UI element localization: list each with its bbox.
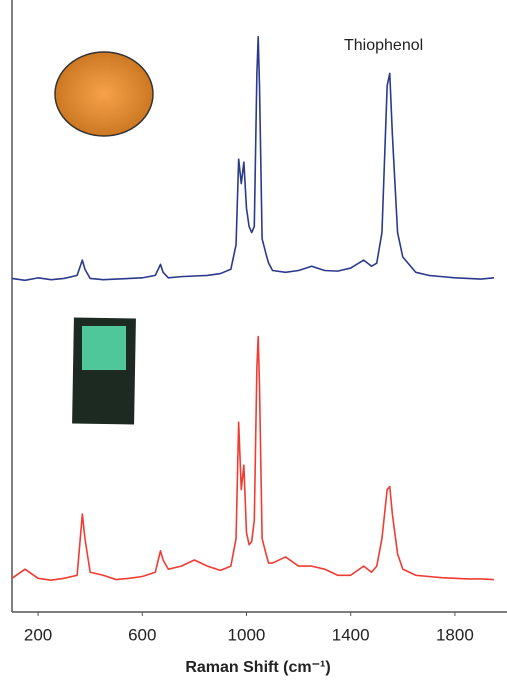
sample-photo-orange: [54, 51, 154, 137]
x-axis-label: Raman Shift (cm⁻¹): [185, 659, 330, 676]
x-tick-label: 200: [24, 625, 52, 644]
plot-area: 200 600 1000 1400 1800: [11, 0, 507, 644]
x-tick-label: 1000: [228, 625, 266, 644]
x-tick-label: 1800: [436, 625, 474, 644]
spectrum-line: [11, 35, 495, 282]
x-tick-label: 600: [128, 625, 156, 644]
spectrum-line: [11, 335, 495, 581]
annotation: Thiophenol: [344, 37, 423, 54]
sample-photo-film-area: [82, 326, 126, 370]
x-tick-label: 1400: [332, 625, 370, 644]
